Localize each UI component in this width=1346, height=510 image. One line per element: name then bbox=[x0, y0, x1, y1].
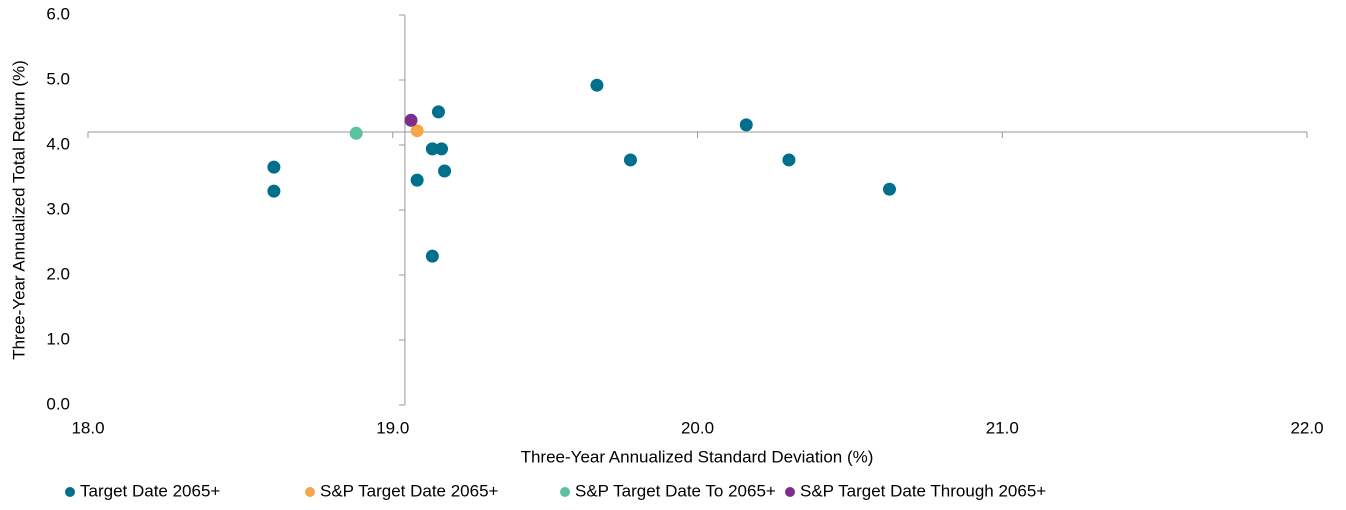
y-tick-label: 1.0 bbox=[46, 329, 70, 348]
legend-marker bbox=[785, 487, 795, 497]
data-point bbox=[623, 153, 637, 167]
y-tick-label: 0.0 bbox=[46, 394, 70, 413]
legend-label: S&P Target Date 2065+ bbox=[320, 481, 499, 500]
data-point bbox=[267, 184, 281, 198]
data-point bbox=[739, 118, 753, 132]
data-point bbox=[782, 153, 796, 167]
data-point bbox=[590, 78, 604, 92]
data-point bbox=[425, 142, 439, 156]
x-tick-label: 20.0 bbox=[681, 418, 714, 437]
data-point bbox=[267, 160, 281, 174]
legend-label: Target Date 2065+ bbox=[80, 481, 220, 500]
data-point bbox=[435, 142, 449, 156]
data-point bbox=[404, 113, 418, 127]
x-tick-label: 19.0 bbox=[376, 418, 409, 437]
data-point bbox=[882, 182, 896, 196]
y-tick-label: 4.0 bbox=[46, 134, 70, 153]
x-tick-label: 22.0 bbox=[1290, 418, 1323, 437]
x-tick-label: 18.0 bbox=[71, 418, 104, 437]
data-point bbox=[438, 164, 452, 178]
y-axis-label: Three-Year Annualized Total Return (%) bbox=[9, 60, 28, 360]
x-axis-label: Three-Year Annualized Standard Deviation… bbox=[521, 447, 874, 466]
data-point bbox=[425, 249, 439, 263]
legend-marker bbox=[65, 487, 75, 497]
data-point bbox=[431, 105, 445, 119]
data-point bbox=[349, 126, 363, 140]
y-tick-label: 3.0 bbox=[46, 199, 70, 218]
legend-marker bbox=[305, 487, 315, 497]
y-tick-label: 2.0 bbox=[46, 264, 70, 283]
x-tick-label: 21.0 bbox=[986, 418, 1019, 437]
legend-label: S&P Target Date To 2065+ bbox=[575, 481, 776, 500]
legend-label: S&P Target Date Through 2065+ bbox=[800, 481, 1046, 500]
y-tick-label: 5.0 bbox=[46, 69, 70, 88]
y-tick-label: 6.0 bbox=[46, 4, 70, 23]
data-point bbox=[410, 124, 424, 138]
data-point bbox=[410, 173, 424, 187]
legend-marker bbox=[560, 487, 570, 497]
